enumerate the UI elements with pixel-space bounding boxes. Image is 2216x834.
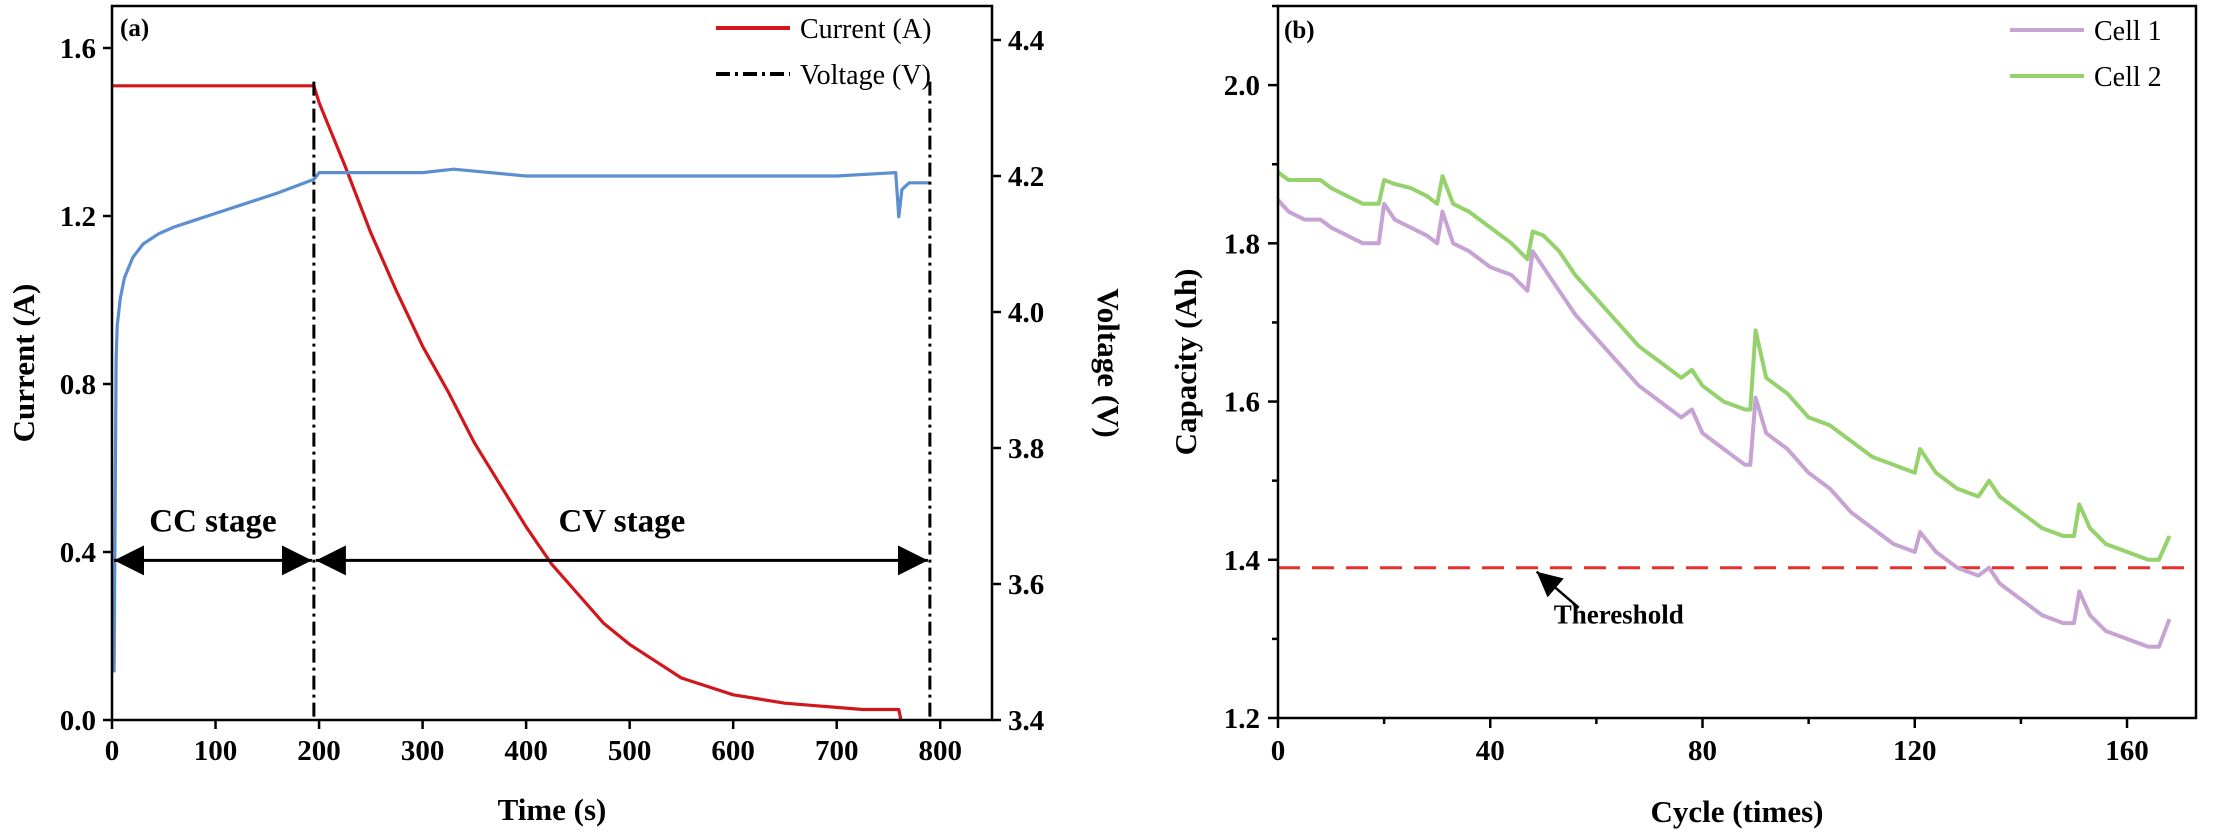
y-axis-title: Capacity (Ah) xyxy=(1168,269,1203,456)
y-tick-label: 1.8 xyxy=(1224,228,1260,260)
voltage-series-line xyxy=(112,167,930,673)
chart-panel-a: CC stage CV stage 0 100 200 300 400 500 600 700 80… xyxy=(6,4,1126,827)
y-tick-label: 0.4 xyxy=(60,537,96,569)
legend-label-1: Cell 1 xyxy=(2094,16,2162,47)
cell1-series-line xyxy=(1276,198,2172,649)
y-tick-label: 1.6 xyxy=(1224,387,1260,419)
y2-tick-label: 4.4 xyxy=(1008,25,1044,57)
y2-axis-title: Voltage (V) xyxy=(1091,288,1126,438)
panel-tag-a: (a) xyxy=(120,15,149,42)
panel-tag-b: (b) xyxy=(1284,17,1315,44)
y2-tick-label: 3.4 xyxy=(1008,705,1044,737)
threshold-label: Thereshold xyxy=(1554,600,1684,630)
x-tick-label: 0 xyxy=(105,735,120,767)
x-tick-label: 400 xyxy=(504,735,548,767)
chart-panel-b: Thereshold 0 40 80 120 160 1.2 1.4 1.6 1.8 2.0 Cycl… xyxy=(1168,4,2198,829)
y-tick-label: 1.2 xyxy=(1224,703,1260,735)
y-tick-label: 0.0 xyxy=(60,705,96,737)
y2-tick-label: 4.0 xyxy=(1008,297,1044,329)
y-tick-label: 1.4 xyxy=(1224,545,1260,577)
x-tick-label: 800 xyxy=(918,735,962,767)
x-tick-label: 300 xyxy=(401,735,445,767)
cell2-series-line xyxy=(1276,170,2172,562)
x-tick-label: 0 xyxy=(1271,735,1286,767)
x-tick-label: 40 xyxy=(1476,735,1505,767)
plot-frame-b xyxy=(1276,4,2198,720)
y-tick-label: 1.6 xyxy=(60,33,96,65)
stage-label-1: CC stage xyxy=(149,503,276,539)
x-tick-label: 700 xyxy=(815,735,859,767)
y-tick-label: 0.8 xyxy=(60,369,96,401)
x-axis-title: Cycle (times) xyxy=(1651,794,1824,829)
x-axis-title: Time (s) xyxy=(498,792,607,827)
x-tick-label: 80 xyxy=(1688,735,1717,767)
y2-tick-label: 3.6 xyxy=(1008,569,1044,601)
legend-label-2: Cell 2 xyxy=(2094,62,2162,93)
x-tick-label: 160 xyxy=(2105,735,2149,767)
plot-frame-a xyxy=(110,4,994,722)
x-tick-label: 200 xyxy=(297,735,341,767)
threshold-arrow xyxy=(1535,570,1580,609)
x-tick-label: 100 xyxy=(194,735,238,767)
y2-tick-label: 3.8 xyxy=(1008,433,1044,465)
y2-tick-label: 4.2 xyxy=(1008,161,1044,193)
x-tick-label: 120 xyxy=(1893,735,1937,767)
current-series-line xyxy=(112,84,903,721)
y-tick-label: 2.0 xyxy=(1224,70,1260,102)
stage-label-2: CV stage xyxy=(558,503,685,539)
y-axis-title: Current (A) xyxy=(6,284,41,443)
y-tick-label: 1.2 xyxy=(60,201,96,233)
legend-label-1: Current (A) xyxy=(800,14,931,45)
x-tick-label: 500 xyxy=(608,735,652,767)
x-tick-label: 600 xyxy=(711,735,755,767)
legend-label-2: Voltage (V) xyxy=(800,60,931,91)
